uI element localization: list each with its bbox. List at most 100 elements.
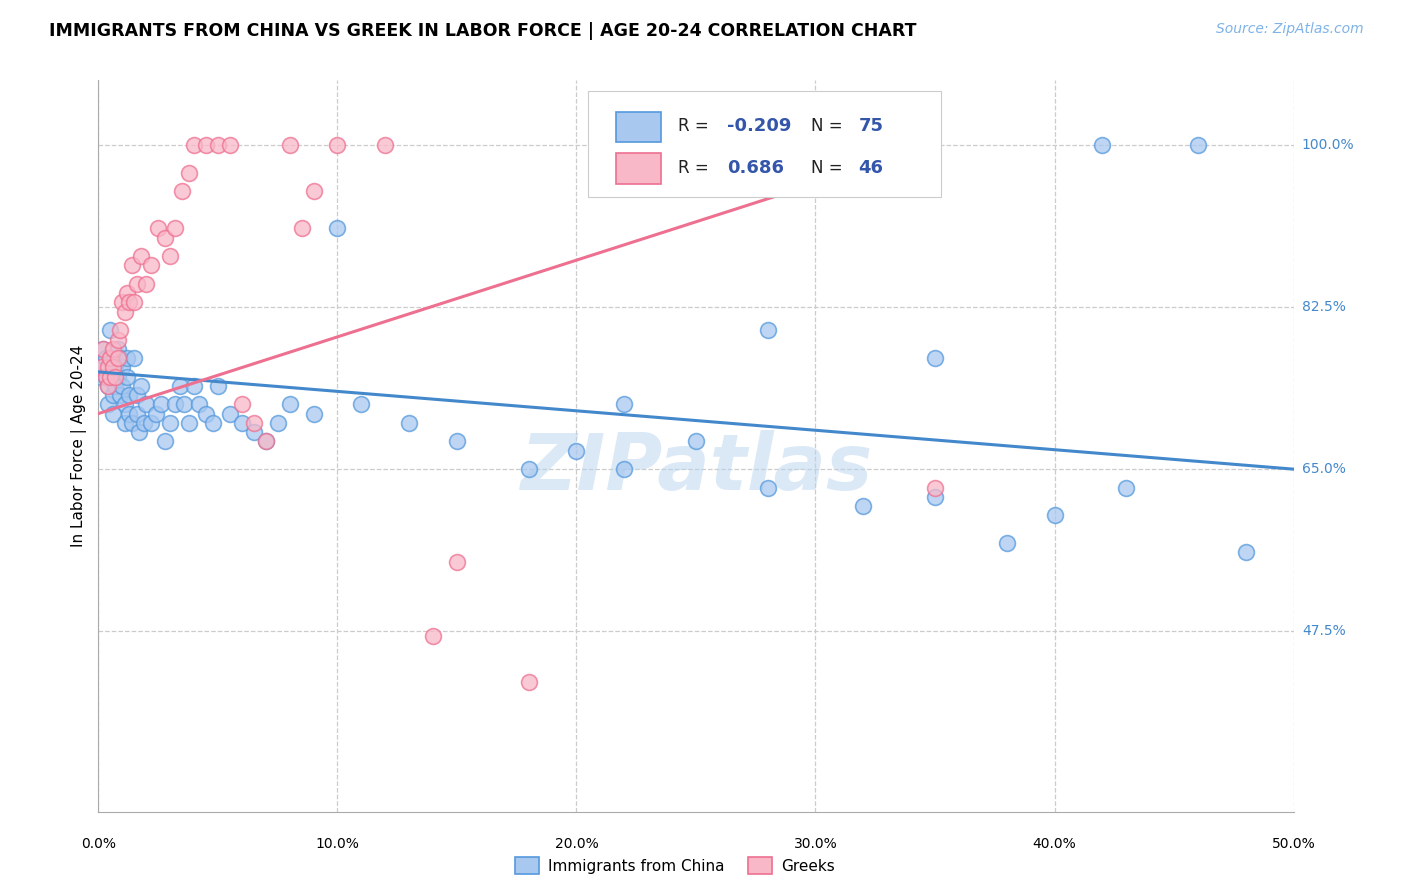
Point bbox=[125, 277, 148, 291]
Text: 0.686: 0.686 bbox=[727, 159, 785, 177]
Point bbox=[101, 388, 124, 402]
Point bbox=[118, 407, 141, 421]
Point bbox=[145, 407, 167, 421]
Point bbox=[169, 379, 191, 393]
Point bbox=[374, 138, 396, 153]
Point bbox=[207, 379, 229, 393]
Point bbox=[107, 342, 129, 356]
Point bbox=[924, 481, 946, 495]
Text: 40.0%: 40.0% bbox=[1032, 837, 1077, 851]
Text: N =: N = bbox=[811, 159, 848, 177]
Text: 0.0%: 0.0% bbox=[82, 837, 115, 851]
Point bbox=[131, 249, 153, 263]
Point bbox=[128, 425, 150, 439]
FancyBboxPatch shape bbox=[589, 91, 941, 197]
Point bbox=[125, 388, 148, 402]
Point bbox=[98, 369, 122, 384]
Point bbox=[183, 138, 205, 153]
Point bbox=[115, 286, 138, 301]
Point bbox=[97, 379, 120, 393]
Point bbox=[159, 416, 181, 430]
Point bbox=[1043, 508, 1066, 523]
Point bbox=[446, 434, 468, 449]
Point bbox=[135, 277, 157, 291]
Point bbox=[565, 443, 588, 458]
Point bbox=[291, 221, 314, 235]
Point bbox=[852, 138, 875, 153]
Point bbox=[94, 369, 117, 384]
Point bbox=[90, 369, 112, 384]
Point bbox=[278, 397, 301, 411]
Point bbox=[107, 333, 129, 347]
Point bbox=[114, 416, 136, 430]
Point bbox=[756, 481, 779, 495]
Point bbox=[172, 185, 194, 199]
FancyBboxPatch shape bbox=[616, 153, 661, 184]
Point bbox=[1234, 545, 1257, 559]
Text: N =: N = bbox=[811, 118, 848, 136]
Point bbox=[852, 499, 875, 513]
Point bbox=[118, 388, 141, 402]
Text: 47.5%: 47.5% bbox=[1302, 624, 1346, 638]
Point bbox=[1115, 481, 1137, 495]
Point bbox=[685, 434, 707, 449]
Point bbox=[179, 166, 201, 180]
Point bbox=[135, 397, 157, 411]
Point bbox=[163, 221, 186, 235]
Text: 50.0%: 50.0% bbox=[1271, 837, 1316, 851]
Point bbox=[91, 342, 114, 356]
Point bbox=[1187, 138, 1209, 153]
Point bbox=[91, 342, 114, 356]
Point bbox=[104, 379, 127, 393]
Point bbox=[326, 221, 349, 235]
Point bbox=[124, 351, 146, 365]
Point bbox=[111, 360, 134, 375]
Point bbox=[422, 629, 444, 643]
Point bbox=[149, 397, 172, 411]
Point bbox=[350, 397, 373, 411]
Point bbox=[114, 304, 136, 318]
Point bbox=[195, 138, 218, 153]
Point bbox=[90, 360, 112, 375]
Point bbox=[613, 462, 636, 476]
Text: 20.0%: 20.0% bbox=[554, 837, 599, 851]
Point bbox=[97, 360, 120, 375]
Point bbox=[132, 416, 155, 430]
Text: 65.0%: 65.0% bbox=[1302, 462, 1346, 476]
Point bbox=[101, 360, 124, 375]
Point bbox=[139, 259, 162, 273]
FancyBboxPatch shape bbox=[616, 112, 661, 143]
Point bbox=[107, 351, 129, 365]
Point bbox=[94, 351, 117, 365]
Point bbox=[613, 397, 636, 411]
Point bbox=[254, 434, 277, 449]
Point bbox=[187, 397, 209, 411]
Point bbox=[155, 434, 177, 449]
Point bbox=[131, 379, 153, 393]
Point bbox=[115, 351, 138, 365]
Point bbox=[517, 462, 540, 476]
Point bbox=[756, 323, 779, 337]
Point bbox=[148, 221, 170, 235]
Point bbox=[125, 407, 148, 421]
Text: ZIPatlas: ZIPatlas bbox=[520, 430, 872, 506]
Point bbox=[104, 360, 127, 375]
Text: 75: 75 bbox=[859, 118, 883, 136]
Text: 10.0%: 10.0% bbox=[315, 837, 360, 851]
Point bbox=[302, 407, 325, 421]
Point bbox=[101, 407, 124, 421]
Point bbox=[90, 360, 112, 375]
Point bbox=[1091, 138, 1114, 153]
Text: -0.209: -0.209 bbox=[727, 118, 792, 136]
Point bbox=[163, 397, 186, 411]
Point bbox=[108, 388, 131, 402]
Point bbox=[183, 379, 205, 393]
Point bbox=[243, 425, 266, 439]
Point bbox=[202, 416, 225, 430]
Point bbox=[108, 323, 131, 337]
Point bbox=[243, 416, 266, 430]
Point bbox=[94, 369, 117, 384]
Point bbox=[231, 416, 253, 430]
Point bbox=[114, 397, 136, 411]
Point bbox=[924, 351, 946, 365]
